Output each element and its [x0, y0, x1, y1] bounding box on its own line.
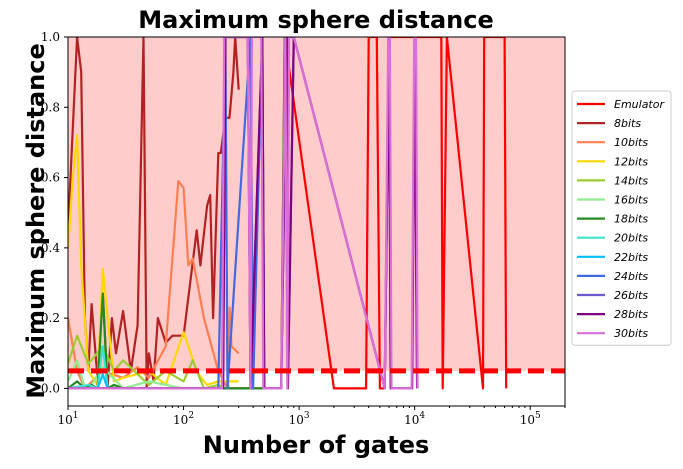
legend-label: Emulator	[614, 98, 665, 111]
series-lines	[68, 37, 508, 390]
legend-label: 20bits	[614, 232, 648, 245]
legend-label: 30bits	[614, 327, 648, 340]
y-tick-label: 0.2	[41, 311, 60, 325]
y-tick-label: 0.4	[41, 241, 60, 255]
series-line-12bits	[68, 134, 239, 386]
legend-label: 8bits	[614, 117, 641, 130]
y-axis-ticks: 0.0 0.2 0.4 0.6 0.8 1.0	[41, 30, 68, 395]
legend: Emulator 8bits 10bits 12bits 14bits 16bits 18b…	[571, 90, 672, 346]
y-tick-label: 1.0	[41, 30, 60, 44]
y-axis-label: Maximum sphere distance	[22, 43, 50, 399]
legend-label: 12bits	[614, 155, 648, 168]
y-tick-label: 0.0	[41, 381, 60, 395]
series-line-30bits	[68, 37, 419, 390]
x-tick-label: 105	[520, 411, 541, 427]
y-tick-label: 0.6	[41, 171, 60, 185]
series-line-8bits	[68, 37, 240, 390]
x-tick-label: 101	[57, 411, 78, 427]
legend-label: 22bits	[614, 251, 648, 264]
legend-label: 18bits	[614, 213, 648, 226]
plot-frame	[67, 36, 566, 407]
legend-label: 10bits	[614, 136, 648, 149]
x-axis-ticks: 101 102 103 104 105	[57, 406, 566, 427]
x-tick-label: 104	[404, 411, 425, 427]
x-axis-label: Number of gates	[203, 431, 430, 459]
legend-label: 28bits	[614, 308, 648, 321]
legend-label: 16bits	[614, 194, 648, 207]
chart-title: Maximum sphere distance	[138, 6, 494, 34]
legend-label: 24bits	[614, 270, 648, 283]
x-tick-label: 102	[173, 411, 194, 427]
y-tick-label: 0.8	[41, 100, 60, 114]
legend-box	[571, 90, 672, 346]
x-tick-label: 103	[289, 411, 310, 427]
legend-label: 14bits	[614, 174, 648, 187]
legend-label: 26bits	[614, 289, 648, 302]
series-line-14bits	[68, 334, 231, 390]
plot-area	[67, 36, 566, 407]
